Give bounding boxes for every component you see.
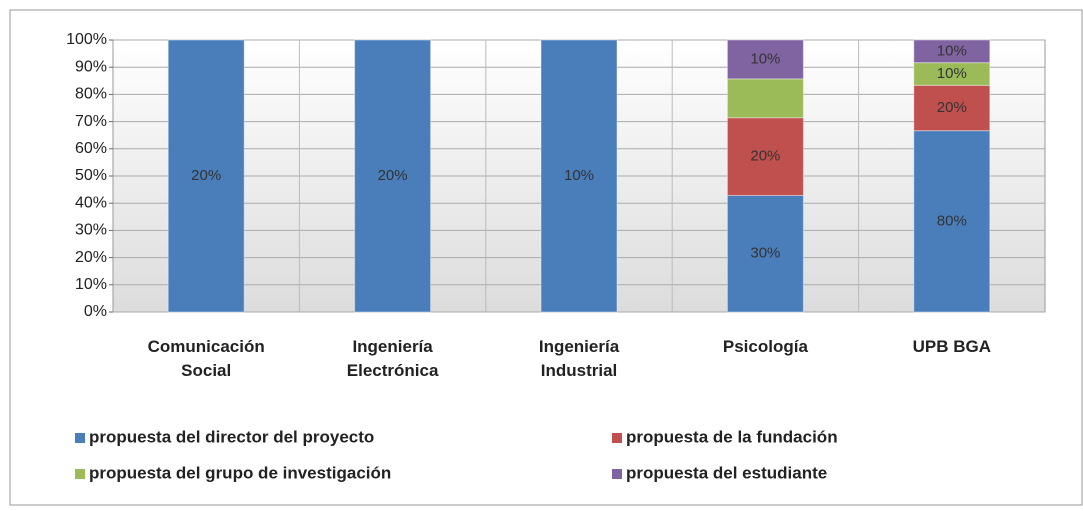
y-tick-label: 100% [66, 31, 107, 48]
y-tick-label: 10% [75, 276, 107, 293]
bar-segment [167, 39, 245, 313]
data-label: 10% [937, 65, 967, 82]
bar-segment [913, 84, 991, 132]
data-label: 10% [564, 167, 594, 184]
legend-label: propuesta de la fundación [626, 427, 838, 446]
legend-swatch [612, 433, 622, 443]
data-label: 10% [750, 50, 780, 67]
x-tick-label: UPB BGA [913, 337, 991, 356]
x-tick-label: Ingeniería Electrónica [347, 337, 439, 380]
data-label: 20% [750, 148, 780, 165]
data-label: 10% [937, 42, 967, 59]
y-tick-label: 0% [84, 303, 107, 320]
data-label: 20% [378, 167, 408, 184]
y-tick-label: 70% [75, 113, 107, 130]
x-tick-line: Ingeniería [352, 337, 433, 356]
legend-swatch [75, 433, 85, 443]
x-tick-line: Comunicación [148, 337, 265, 356]
data-label: 20% [937, 99, 967, 116]
legend-label: propuesta del director del proyecto [89, 427, 374, 446]
bar-segment [540, 39, 618, 313]
x-tick-label: Ingeniería Industrial [539, 337, 620, 380]
legend-swatch [612, 469, 622, 479]
data-label: 80% [937, 212, 967, 229]
legend-label: propuesta del grupo de investigación [89, 463, 391, 482]
y-tick-label: 80% [75, 86, 107, 103]
x-tick-line: Psicología [723, 337, 809, 356]
y-tick-label: 90% [75, 58, 107, 75]
x-tick-label: Comunicación Social [148, 337, 265, 380]
bar-segment [913, 39, 991, 64]
y-tick-label: 60% [75, 140, 107, 157]
y-tick-label: 50% [75, 167, 107, 184]
y-tick-label: 40% [75, 194, 107, 211]
bar-segment [354, 39, 432, 313]
bar-segment [726, 117, 804, 196]
x-tick-line: Industrial [541, 361, 618, 380]
bar-segment [726, 194, 804, 313]
x-tick-line: Electrónica [347, 361, 439, 380]
data-label: 20% [191, 167, 221, 184]
x-tick-line: UPB BGA [913, 337, 991, 356]
x-tick-line: Social [181, 361, 231, 380]
bar-segment [913, 62, 991, 86]
y-tick-label: 30% [75, 222, 107, 239]
x-tick-line: Ingeniería [539, 337, 620, 356]
bar-segment [726, 39, 804, 80]
legend-label: propuesta del estudiante [626, 463, 827, 482]
legend-swatch [75, 469, 85, 479]
y-tick-label: 20% [75, 249, 107, 266]
data-label: 30% [750, 245, 780, 262]
x-tick-label: Psicología [723, 337, 809, 356]
bar-segment [726, 78, 804, 119]
